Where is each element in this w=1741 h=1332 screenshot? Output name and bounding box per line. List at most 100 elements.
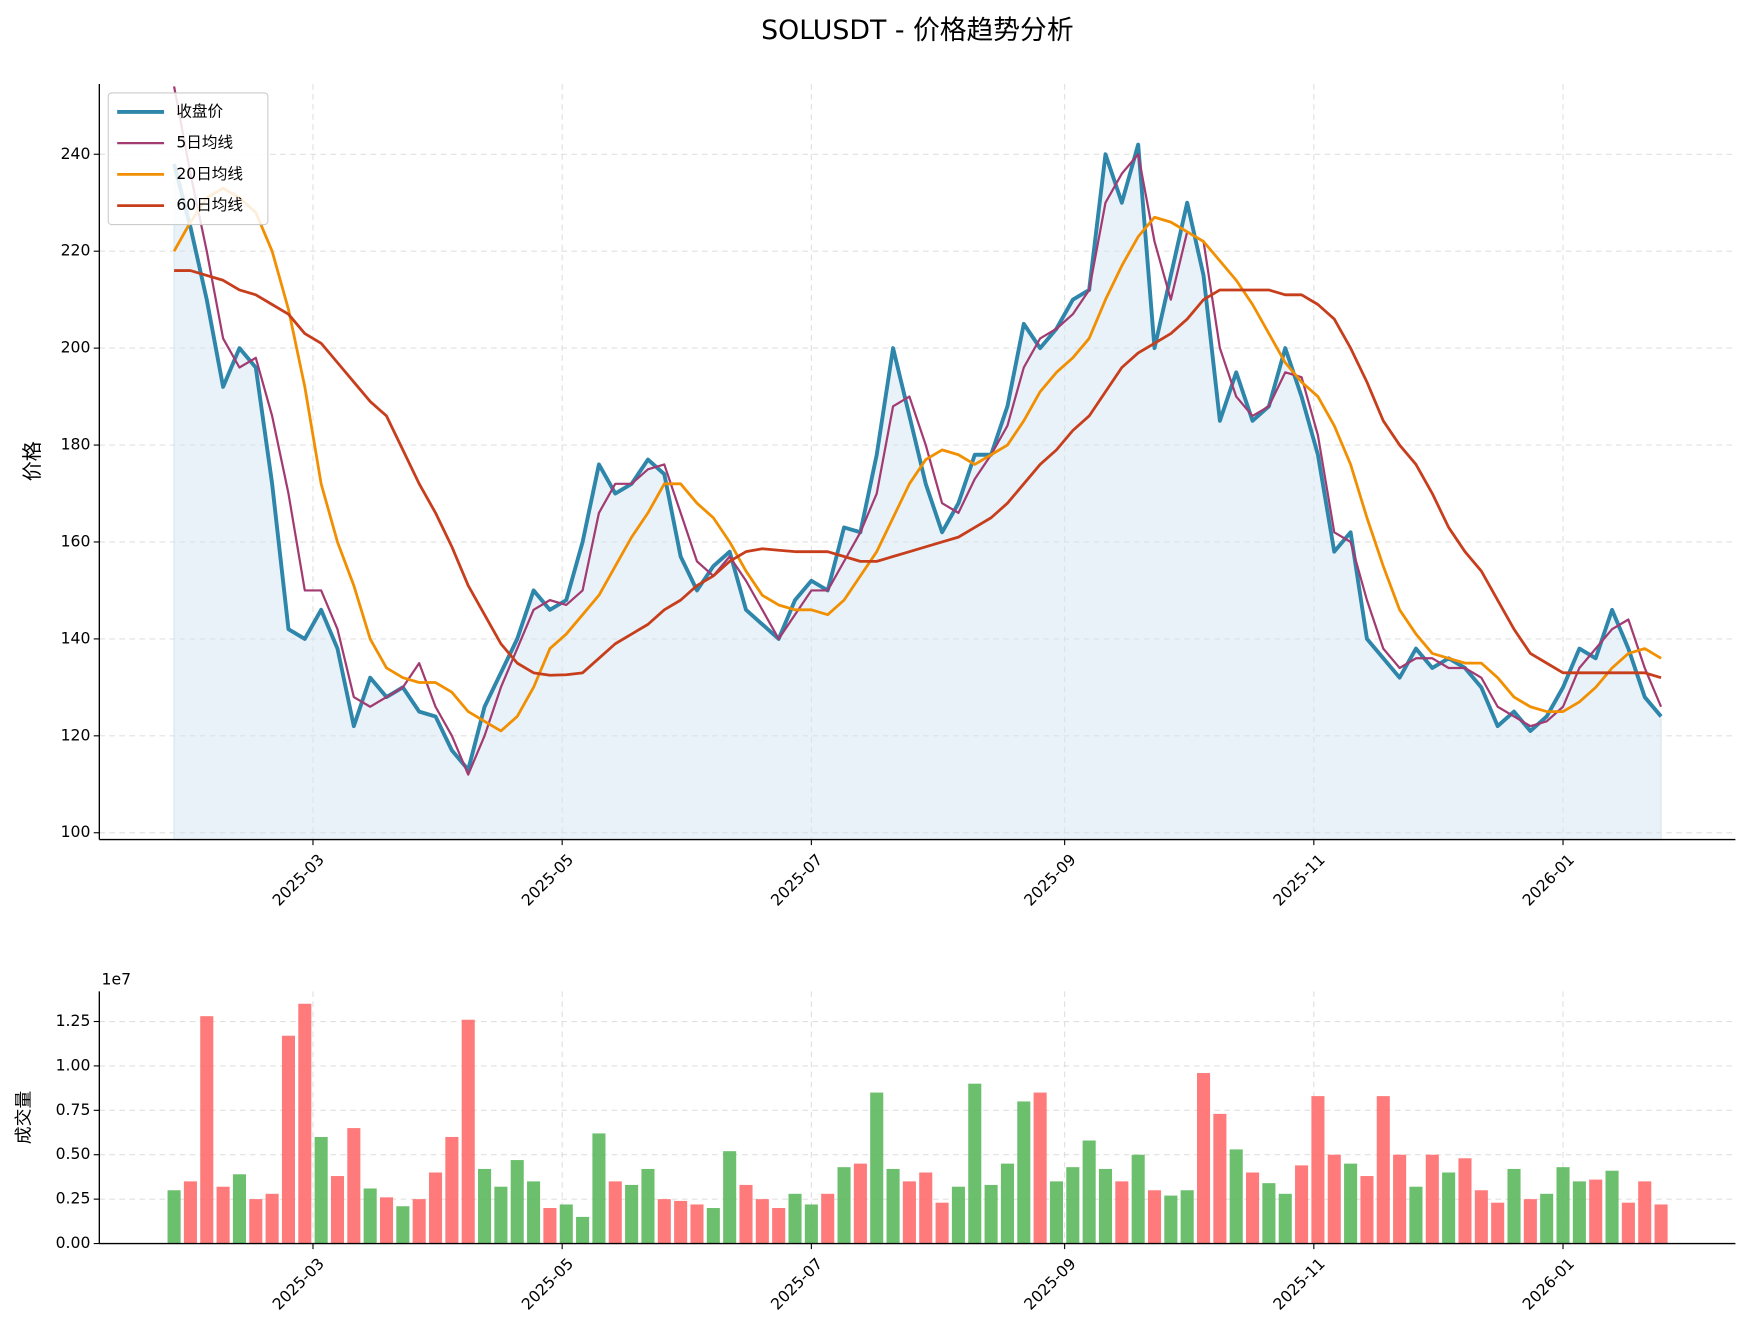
volume-bar bbox=[200, 1016, 214, 1244]
volume-bar bbox=[1589, 1179, 1603, 1244]
volume-bar bbox=[1311, 1096, 1325, 1244]
y-tick-label: 1.00 bbox=[56, 1056, 91, 1074]
volume-bar bbox=[886, 1168, 900, 1244]
volume-bar bbox=[314, 1136, 328, 1244]
volume-bar bbox=[853, 1163, 867, 1244]
volume-bar bbox=[576, 1216, 590, 1244]
y-axis-label: 成交量 bbox=[14, 1091, 35, 1145]
volume-bar bbox=[1229, 1149, 1243, 1244]
volume-bar bbox=[1164, 1195, 1178, 1244]
volume-bar bbox=[1605, 1170, 1619, 1244]
line bbox=[174, 269, 1662, 680]
volume-bar bbox=[1327, 1154, 1341, 1244]
volume-bar bbox=[968, 1083, 982, 1244]
y-tick-label: 0.50 bbox=[56, 1145, 91, 1163]
volume-bar bbox=[1197, 1073, 1211, 1244]
y-tick-label: 0.75 bbox=[56, 1101, 91, 1119]
volume-bar bbox=[396, 1206, 410, 1244]
line bbox=[172, 186, 1662, 733]
volume-bar bbox=[527, 1181, 541, 1244]
y-tick-label: 160 bbox=[61, 532, 91, 550]
volume-bar bbox=[690, 1204, 704, 1244]
y-tick-label: 0.25 bbox=[56, 1190, 91, 1208]
volume-bar bbox=[641, 1168, 655, 1244]
volume-bar bbox=[1507, 1168, 1521, 1244]
volume-bar bbox=[183, 1181, 197, 1244]
volume-bar bbox=[919, 1172, 933, 1244]
volume-bar bbox=[1000, 1163, 1014, 1244]
volume-bar bbox=[1654, 1204, 1668, 1244]
volume-bar bbox=[1556, 1167, 1570, 1244]
volume-bar bbox=[1360, 1176, 1374, 1244]
volume-bar bbox=[1393, 1154, 1407, 1244]
y-tick-label: 140 bbox=[61, 629, 91, 647]
volume-bar bbox=[935, 1202, 949, 1244]
y-tick-label: 240 bbox=[61, 145, 91, 163]
volume-bar bbox=[249, 1199, 263, 1244]
volume-bar bbox=[510, 1160, 524, 1244]
line bbox=[172, 86, 1663, 776]
legend: 收盘价 5日均线 20日均线 60日均线 bbox=[107, 92, 269, 226]
volume-bar bbox=[1278, 1193, 1292, 1244]
volume-bar bbox=[412, 1199, 426, 1244]
volume-bar bbox=[1572, 1181, 1586, 1244]
volume-bar bbox=[788, 1193, 802, 1244]
volume-bar bbox=[1213, 1113, 1227, 1244]
y-tick-label: 120 bbox=[61, 726, 91, 744]
volume-bar bbox=[1066, 1167, 1080, 1244]
offset-label: 1e7 bbox=[102, 971, 131, 989]
volume-bar bbox=[1180, 1190, 1194, 1244]
volume-bar bbox=[363, 1188, 377, 1244]
volume-bar bbox=[461, 1019, 475, 1244]
volume-bar bbox=[1049, 1181, 1064, 1244]
volume-bar bbox=[1017, 1101, 1031, 1244]
y-tick-label: 0.00 bbox=[56, 1234, 91, 1252]
y-tick-label: 200 bbox=[61, 339, 91, 357]
volume-bar bbox=[1147, 1190, 1162, 1244]
volume-bar bbox=[298, 1003, 312, 1244]
volume-bar bbox=[281, 1035, 296, 1244]
volume-bar bbox=[804, 1204, 818, 1244]
volume-bar bbox=[1262, 1183, 1276, 1244]
chart-title: SOLUSDT - 价格趋势分析 bbox=[761, 15, 1073, 46]
volume-bar bbox=[1098, 1168, 1113, 1244]
volume-bar bbox=[608, 1181, 622, 1244]
volume-bar bbox=[1295, 1165, 1309, 1244]
volume-bar bbox=[559, 1204, 573, 1244]
line bbox=[172, 142, 1663, 772]
volume-bar bbox=[951, 1186, 965, 1244]
volume-bar bbox=[821, 1193, 835, 1244]
y-tick-label: 100 bbox=[61, 823, 91, 841]
legend-label: 60日均线 bbox=[176, 196, 243, 214]
volume-bar bbox=[772, 1208, 786, 1244]
volume-bar bbox=[1458, 1158, 1472, 1244]
volume-bar bbox=[216, 1186, 230, 1244]
volume-bar bbox=[428, 1172, 443, 1244]
y-axis-label: 价格 bbox=[20, 441, 44, 481]
volume-bar bbox=[1115, 1181, 1129, 1244]
volume-bar bbox=[1344, 1163, 1358, 1244]
volume-bar bbox=[625, 1184, 639, 1244]
volume-bar bbox=[265, 1193, 279, 1244]
volume-bar bbox=[1033, 1092, 1047, 1244]
y-tick-label: 1.25 bbox=[56, 1012, 91, 1030]
volume-bar bbox=[1246, 1172, 1260, 1244]
volume-bar bbox=[706, 1208, 720, 1244]
volume-bar bbox=[674, 1200, 688, 1244]
volume-bar bbox=[232, 1174, 246, 1244]
volume-bar bbox=[984, 1184, 998, 1244]
legend-box bbox=[107, 92, 269, 226]
volume-bar bbox=[478, 1168, 492, 1244]
volume-bar bbox=[1540, 1193, 1554, 1244]
volume-bar bbox=[1131, 1154, 1145, 1244]
volume-bar bbox=[1638, 1181, 1652, 1244]
volume-bar bbox=[167, 1190, 181, 1244]
volume-bar bbox=[494, 1186, 508, 1244]
legend-label: 20日均线 bbox=[176, 165, 243, 183]
volume-bar bbox=[330, 1176, 345, 1244]
volume-bar bbox=[1474, 1190, 1488, 1244]
volume-bar bbox=[347, 1128, 361, 1244]
legend-label: 5日均线 bbox=[176, 134, 233, 152]
